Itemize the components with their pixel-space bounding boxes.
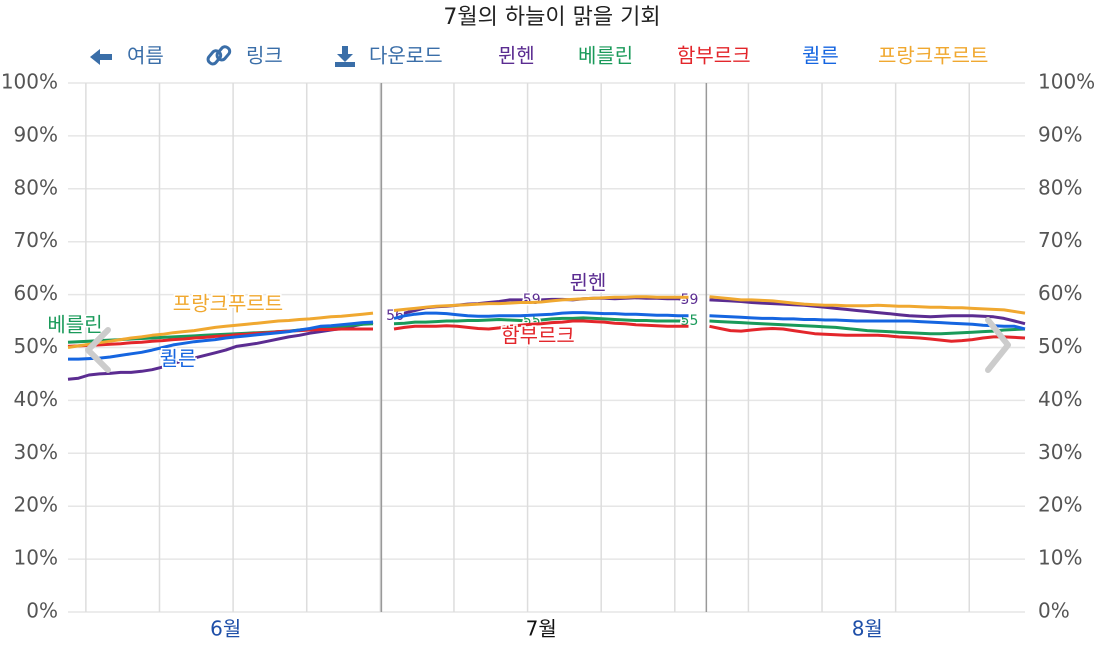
y2-tick-label: 80% [1038, 175, 1082, 199]
back-icon[interactable] [90, 49, 112, 65]
y-tick-label: 30% [14, 440, 58, 464]
link-icon[interactable] [206, 45, 232, 66]
grid [68, 82, 1025, 613]
legend: 뮌헨 베를린 함부르크 퀼른 프랑크푸르트 [498, 44, 988, 68]
y-tick-label: 80% [14, 175, 58, 199]
y2-tick-label: 100% [1038, 70, 1095, 94]
y-tick-label: 10% [14, 546, 58, 570]
series-label: 프랑크푸르트 [173, 292, 283, 316]
y2-tick-label: 50% [1038, 334, 1082, 358]
y-tick-label: 0% [26, 599, 58, 623]
y-tick-label: 50% [14, 334, 58, 358]
series-line [67, 319, 1026, 348]
series-label: 뮌헨 [570, 271, 607, 295]
toolbar: 여름 링크 다운로드 [90, 44, 443, 68]
y-tick-label: 60% [14, 281, 58, 305]
y-tick-label: 70% [14, 228, 58, 252]
legend-entry[interactable]: 프랑크푸르트 [878, 44, 988, 68]
y2-tick-label: 60% [1038, 281, 1082, 305]
legend-entry[interactable]: 뮌헨 [498, 44, 535, 68]
series-line [68, 311, 1026, 361]
y2-tick-label: 20% [1038, 493, 1082, 517]
y2-tick-label: 70% [1038, 228, 1082, 252]
series-label: 베를린 [47, 313, 102, 337]
link-button[interactable]: 링크 [246, 44, 283, 68]
y2-tick-label: 0% [1038, 599, 1070, 623]
x-tick-label: 6월 [210, 617, 241, 641]
legend-entry[interactable]: 함부르크 [677, 44, 751, 68]
y-tick-label: 20% [14, 493, 58, 517]
series-line [67, 295, 1026, 349]
y-tick-label: 100% [1, 70, 58, 94]
next-arrow[interactable] [985, 317, 1011, 373]
download-icon[interactable] [335, 46, 355, 67]
legend-entry[interactable]: 퀼른 [802, 44, 839, 68]
y-tick-label: 90% [14, 122, 58, 146]
chart-title: 7월의 하늘이 맑을 기회 [443, 5, 660, 30]
x-tick-label: 7월 [526, 617, 557, 641]
data-label: 59 [523, 292, 541, 308]
legend-entry[interactable]: 베를린 [578, 44, 633, 68]
download-button[interactable]: 다운로드 [369, 44, 443, 68]
y2-tick-label: 30% [1038, 440, 1082, 464]
y2-tick-label: 90% [1038, 122, 1082, 146]
series-label: 함부르크 [501, 324, 575, 348]
back-button[interactable]: 여름 [127, 44, 164, 68]
y2-tick-label: 40% [1038, 387, 1082, 411]
data-label: 59 [681, 292, 699, 308]
y2-tick-label: 10% [1038, 546, 1082, 570]
y-tick-label: 40% [14, 387, 58, 411]
x-tick-label: 8월 [852, 617, 883, 641]
prev-arrow[interactable] [85, 327, 111, 373]
series-label: 퀼른 [160, 347, 197, 371]
